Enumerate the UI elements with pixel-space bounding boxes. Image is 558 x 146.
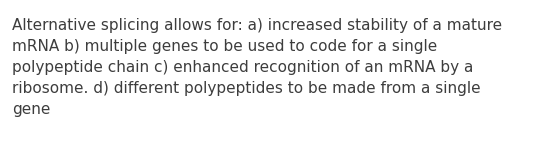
Text: Alternative splicing allows for: a) increased stability of a mature
mRNA b) mult: Alternative splicing allows for: a) incr… [12,18,502,118]
